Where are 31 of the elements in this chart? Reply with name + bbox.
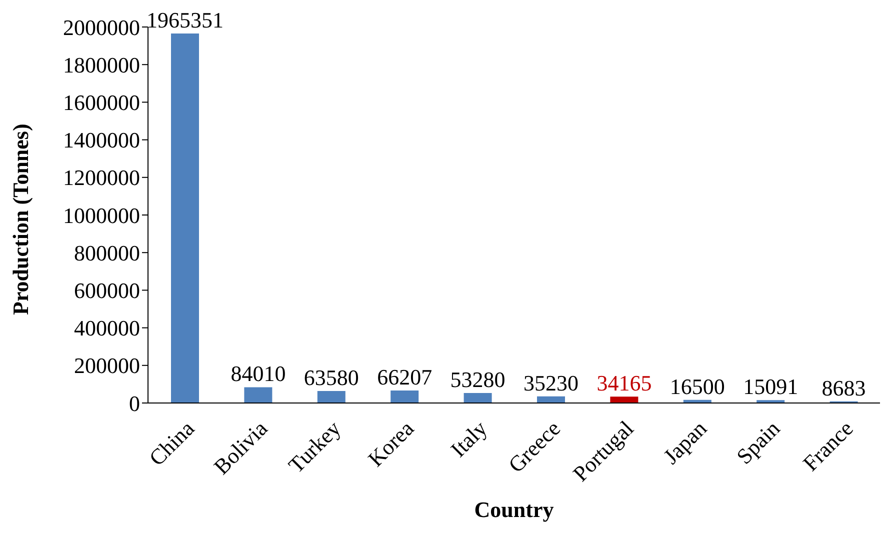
data-label: 53280	[450, 366, 506, 392]
y-tick-label: 1400000	[63, 128, 140, 153]
bar	[537, 396, 565, 403]
x-tick-label: Italy	[446, 416, 492, 462]
data-label: 84010	[230, 361, 286, 386]
data-label: 63580	[304, 365, 359, 390]
bar	[390, 390, 419, 403]
data-label: 66207	[377, 364, 432, 390]
y-tick-label: 400000	[74, 316, 140, 341]
y-tick-label: 2000000	[63, 14, 140, 40]
data-label: 1965351	[146, 8, 224, 33]
data-label: 15091	[743, 374, 798, 400]
y-tick-label: 1000000	[63, 202, 140, 228]
y-axis-title: Production (Tonnes)	[8, 124, 33, 315]
y-tick-label: 200000	[74, 353, 140, 378]
data-label: 34165	[596, 370, 652, 396]
bar	[464, 392, 492, 403]
bar	[244, 387, 272, 403]
bar	[317, 391, 346, 403]
x-axis-title: Country	[474, 497, 554, 522]
y-tick-label: 1200000	[63, 165, 140, 190]
data-label: 8683	[822, 375, 866, 400]
bar	[171, 34, 199, 403]
y-tick-label: 1800000	[63, 52, 140, 78]
y-tick-label: 1600000	[63, 90, 140, 116]
y-tick-label: 600000	[74, 278, 140, 304]
data-label: 35230	[524, 370, 578, 396]
y-tick-label: 800000	[74, 240, 140, 266]
bar	[610, 396, 638, 403]
data-label: 16500	[670, 374, 725, 399]
y-tick-label: 0	[129, 390, 140, 416]
